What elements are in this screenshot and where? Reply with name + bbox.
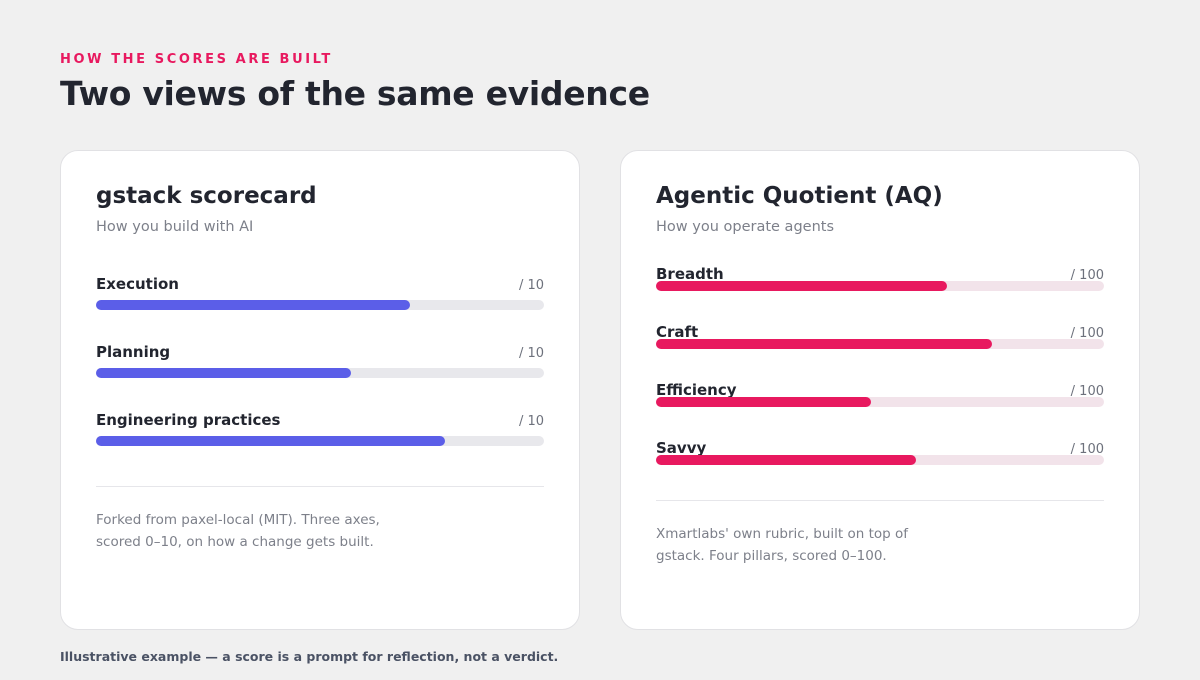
card-subtitle: How you operate agents: [656, 219, 834, 235]
metric-planning: Planning / 10: [96, 343, 544, 411]
divider: [656, 500, 1104, 501]
score-bar-fill: [656, 339, 992, 349]
metric-label: Breadth: [656, 265, 724, 283]
metric-scale: / 100: [1070, 326, 1104, 341]
metric-engineering-practices: Engineering practices / 10: [96, 411, 544, 479]
card-title: Agentic Quotient (AQ): [656, 183, 943, 209]
card-title: gstack scorecard: [96, 183, 317, 209]
description-line: scored 0–10, on how a change gets built.: [96, 534, 374, 550]
metric-scale: / 100: [1070, 384, 1104, 399]
card-description: Forked from paxel-local (MIT). Three axe…: [96, 509, 396, 553]
metric-scale: / 10: [518, 346, 544, 361]
score-bar-fill: [656, 397, 872, 407]
card-subtitle: How you build with AI: [96, 219, 254, 235]
metric-breadth: Breadth / 100: [656, 265, 1104, 323]
score-bar-fill: [96, 436, 446, 446]
metric-label: Planning: [96, 343, 171, 361]
metric-label: Craft: [656, 323, 699, 341]
score-bar-fill: [656, 455, 916, 465]
score-bar-fill: [656, 281, 948, 291]
score-bar-track: [656, 455, 1104, 465]
score-bar-fill: [96, 300, 410, 310]
metric-efficiency: Efficiency / 100: [656, 381, 1104, 439]
metric-label: Engineering practices: [96, 411, 281, 429]
score-bar-fill: [96, 368, 352, 378]
score-bar-track: [96, 368, 544, 378]
metric-scale: / 10: [518, 278, 544, 293]
metric-label: Savvy: [656, 439, 707, 457]
metric-list: Breadth / 100 Craft / 100 Efficiency: [656, 265, 1104, 497]
metric-scale: / 10: [518, 414, 544, 429]
metric-label: Efficiency: [656, 381, 737, 399]
metric-list: Execution / 10 Planning / 10 Engineeri: [96, 275, 544, 479]
card-description: Xmartlabs' own rubric, built on top of g…: [656, 523, 956, 567]
metric-scale: / 100: [1070, 442, 1104, 457]
metric-craft: Craft / 100: [656, 323, 1104, 381]
description-line: gstack. Four pillars, scored 0–100.: [656, 548, 887, 564]
metric-scale: / 100: [1070, 268, 1104, 283]
agentic-quotient-card: Agentic Quotient (AQ) How you operate ag…: [620, 150, 1140, 630]
page-title: Two views of the same evidence: [60, 74, 650, 113]
score-bar-track: [656, 281, 1104, 291]
description-line: Forked from paxel-local (MIT). Three axe…: [96, 512, 380, 528]
description-line: Xmartlabs' own rubric, built on top of: [656, 526, 909, 542]
score-bar-track: [96, 436, 544, 446]
score-bar-track: [656, 397, 1104, 407]
divider: [96, 486, 544, 487]
metric-execution: Execution / 10: [96, 275, 544, 343]
section-eyebrow: HOW THE SCORES ARE BUILT: [60, 52, 333, 67]
gstack-scorecard-card: gstack scorecard How you build with AI E…: [60, 150, 580, 630]
score-bar-track: [656, 339, 1104, 349]
metric-label: Execution: [96, 275, 179, 293]
metric-savvy: Savvy / 100: [656, 439, 1104, 497]
footnote: Illustrative example — a score is a prom…: [60, 649, 559, 664]
score-bar-track: [96, 300, 544, 310]
